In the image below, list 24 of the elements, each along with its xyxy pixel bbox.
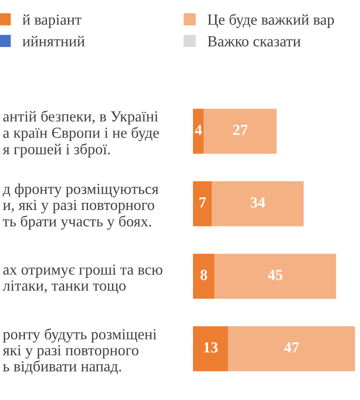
legend-label: Це буде важкий вар	[208, 14, 334, 28]
data-label: 4	[194, 124, 202, 135]
bar	[204, 108, 277, 154]
bar	[212, 181, 304, 226]
legend-label: Важко сказати	[208, 36, 301, 46]
data-label: 13	[204, 342, 218, 353]
y-tick-label: д фронту розміщуються и, які у разі повторного ть брати участь у боях.	[2, 183, 158, 230]
data-label: 47	[284, 342, 299, 352]
data-label: 34	[250, 197, 266, 208]
y-tick-label: ронту будуть розміщені які у разі повторного ь відбивати напад.	[2, 328, 157, 374]
bar	[193, 181, 212, 226]
bar	[193, 326, 228, 372]
data-label: 45	[268, 270, 282, 280]
bar	[214, 254, 336, 299]
y-tick-label: ах отримує гроші та всю літаки, танки тощо	[2, 264, 162, 294]
legend-label: й варіант	[22, 14, 82, 28]
data-label: 7	[200, 197, 206, 208]
legend-label: ийнятний	[22, 36, 85, 46]
data-label: 8	[200, 270, 208, 280]
bar	[228, 326, 355, 372]
bar	[193, 254, 215, 299]
data-label: 27	[233, 124, 248, 135]
bar	[193, 108, 204, 154]
y-tick-label: антій безпеки, в Україні а країн Європи і не буде я грошей і зброї.	[2, 110, 159, 158]
